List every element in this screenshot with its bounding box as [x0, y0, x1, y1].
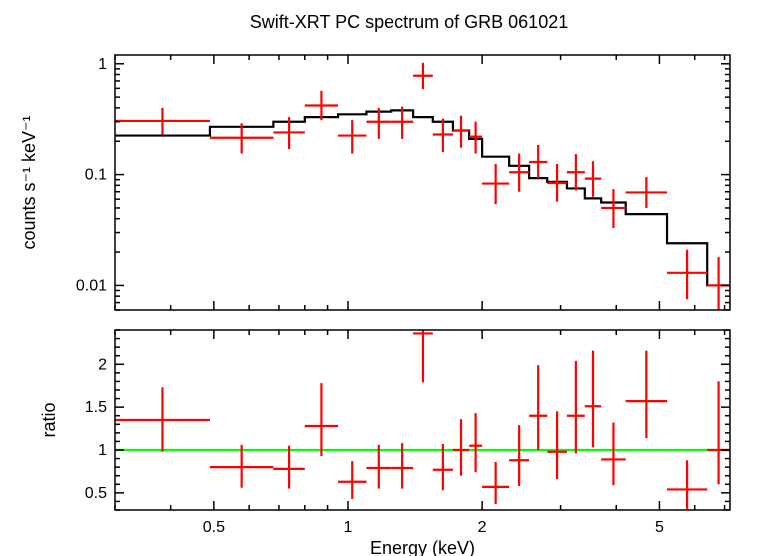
x-tick-label: 2	[478, 519, 487, 536]
y-top-tick-label: 0.01	[76, 277, 107, 294]
model-line	[115, 110, 730, 285]
y-top-tick-label: 0.1	[85, 167, 107, 184]
y-axis-top-label: counts s⁻¹ keV⁻¹	[19, 115, 39, 249]
y-bottom-tick-label: 2	[98, 356, 107, 373]
x-tick-label: 5	[655, 519, 664, 536]
chart-container: 0.5 1 2 5 0.01 0.1 1 0.5 1 1.5 2 Swift-XRT PC spect…	[0, 0, 758, 556]
bottom-panel-content	[115, 271, 730, 509]
x-axis-label: Energy (keV)	[370, 538, 475, 556]
y-bottom-tick-label: 1.5	[85, 399, 107, 416]
y-axis-bottom-label: ratio	[39, 402, 59, 437]
x-tick-label: 1	[344, 519, 353, 536]
y-bottom-tick-label: 0.5	[85, 485, 107, 502]
x-tick-label: 0.5	[203, 519, 225, 536]
chart-title: Swift-XRT PC spectrum of GRB 061021	[250, 12, 568, 32]
spectrum-figure: 0.5 1 2 5 0.01 0.1 1 0.5 1 1.5 2 Swift-XRT PC spect…	[0, 0, 758, 556]
top-panel-frame	[115, 55, 730, 310]
y-top-tick-label: 1	[98, 56, 107, 73]
top-panel-content	[115, 63, 730, 310]
y-bottom-tick-label: 1	[98, 442, 107, 459]
